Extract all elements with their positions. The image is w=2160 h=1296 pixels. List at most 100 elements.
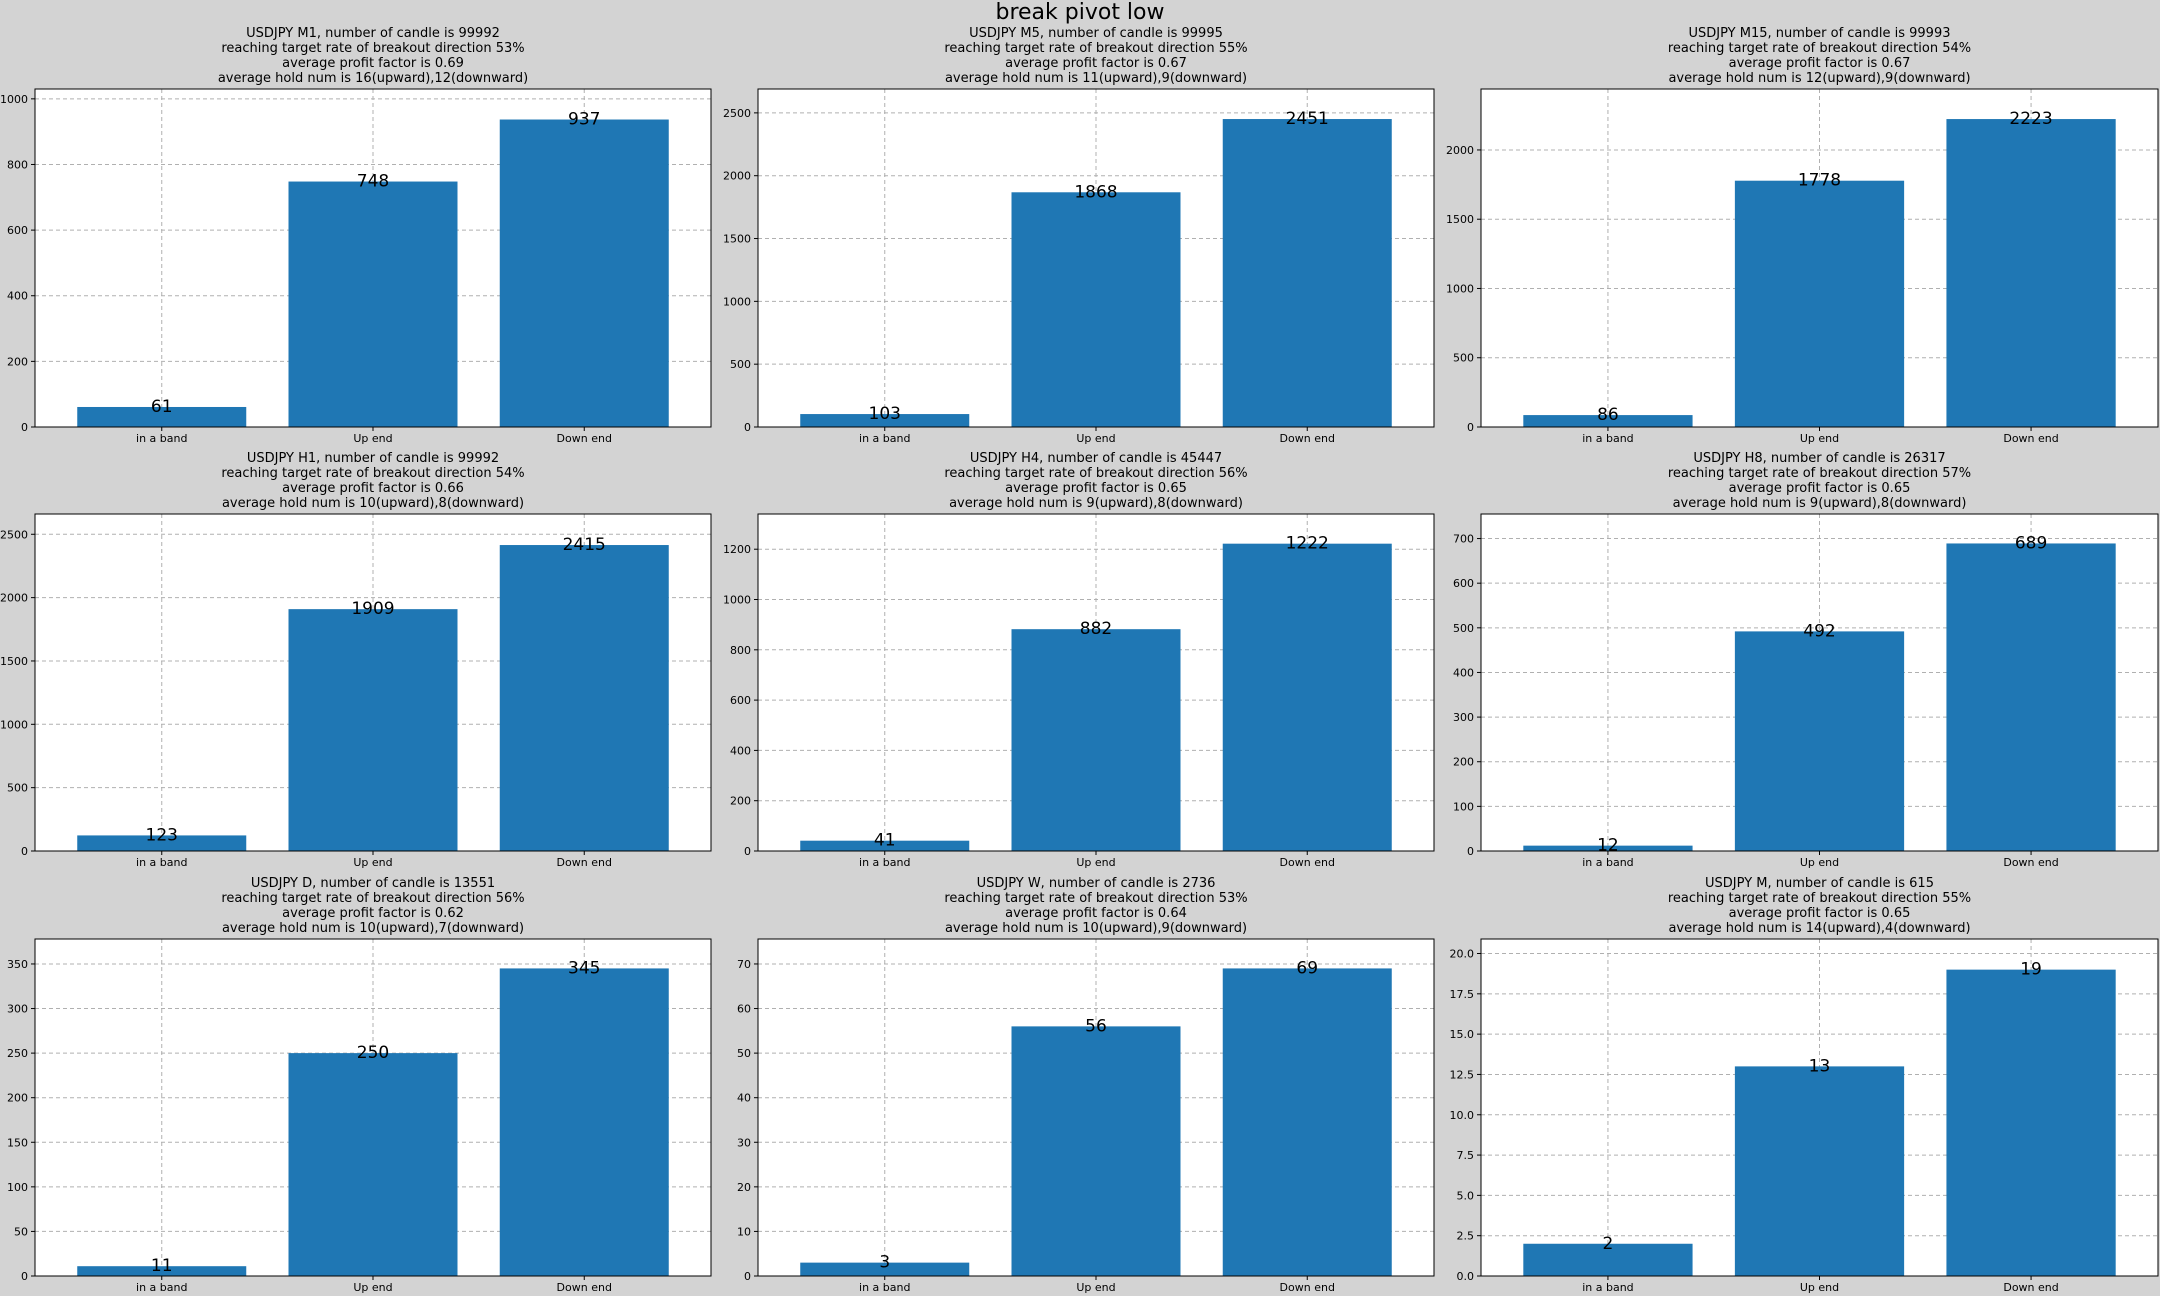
bar-up-end bbox=[1734, 1066, 1905, 1276]
chart-title-line: USDJPY M, number of candle is 615 bbox=[1705, 876, 1934, 891]
y-tick-label: 1200 bbox=[723, 543, 751, 556]
data-label: 2451 bbox=[1286, 109, 1329, 129]
y-tick-label: 0.0 bbox=[1457, 1270, 1475, 1283]
y-tick-label: 300 bbox=[7, 1003, 28, 1016]
chart-title-line: average profit factor is 0.65 bbox=[1729, 481, 1911, 496]
plot-frame bbox=[1480, 88, 2159, 428]
bar-chart-panel-5: USDJPY H4, number of candle is 45447reac… bbox=[723, 451, 1435, 869]
plot-frame bbox=[34, 938, 712, 1277]
x-tick-label: Up end bbox=[1800, 856, 1839, 869]
y-tick-label: 1000 bbox=[723, 295, 751, 308]
data-label: 1222 bbox=[1286, 534, 1329, 554]
y-tick-label: 17.5 bbox=[1450, 988, 1475, 1001]
data-label: 937 bbox=[568, 110, 600, 130]
data-label: 61 bbox=[151, 397, 173, 417]
y-tick-label: 1000 bbox=[0, 93, 28, 106]
chart-title-line: average hold num is 12(upward),9(downwar… bbox=[1668, 71, 1970, 86]
bar-up-end bbox=[1011, 1026, 1181, 1276]
bar-down-end bbox=[499, 968, 669, 1276]
y-tick-label: 1000 bbox=[723, 594, 751, 607]
bar-down-end bbox=[1946, 969, 2116, 1276]
y-tick-label: 2.5 bbox=[1457, 1230, 1475, 1243]
bar-up-end bbox=[1734, 631, 1905, 851]
bar-up-end bbox=[1734, 180, 1905, 427]
bar-in-a-band bbox=[77, 835, 247, 851]
y-tick-label: 15.0 bbox=[1450, 1028, 1475, 1041]
bar-chart-panel-2: USDJPY M5, number of candle is 99995reac… bbox=[723, 26, 1435, 445]
y-tick-label: 800 bbox=[7, 158, 28, 171]
bar-in-a-band bbox=[1523, 1243, 1693, 1276]
data-label: 2415 bbox=[563, 535, 606, 555]
plot-frame bbox=[34, 513, 712, 852]
y-tick-label: 1000 bbox=[0, 718, 28, 731]
x-tick-label: in a band bbox=[136, 856, 187, 869]
bar-down-end bbox=[1222, 968, 1392, 1276]
bar-in-a-band bbox=[1523, 415, 1693, 427]
chart-title-line: average hold num is 16(upward),12(downwa… bbox=[218, 71, 528, 86]
x-tick-label: Down end bbox=[1280, 856, 1335, 869]
x-tick-label: in a band bbox=[136, 1281, 187, 1294]
x-tick-label: Down end bbox=[557, 432, 612, 445]
data-label: 69 bbox=[1296, 958, 1318, 978]
bar-down-end bbox=[499, 119, 669, 428]
y-tick-label: 500 bbox=[7, 782, 28, 795]
chart-title-line: average profit factor is 0.65 bbox=[1005, 481, 1187, 496]
data-label: 13 bbox=[1809, 1056, 1831, 1076]
y-tick-label: 600 bbox=[730, 694, 751, 707]
data-label: 250 bbox=[357, 1043, 389, 1063]
chart-title-line: average hold num is 9(upward),8(downward… bbox=[1673, 496, 1967, 511]
y-tick-label: 100 bbox=[1453, 800, 1474, 813]
data-label: 86 bbox=[1597, 405, 1619, 425]
chart-title-line: average profit factor is 0.66 bbox=[282, 481, 464, 496]
bar-in-a-band bbox=[800, 414, 970, 427]
chart-title-line: average hold num is 14(upward),4(downwar… bbox=[1668, 921, 1970, 936]
plot-frame bbox=[1480, 938, 2159, 1277]
chart-title-line: average hold num is 10(upward),7(downwar… bbox=[222, 921, 524, 936]
chart-title-line: USDJPY W, number of candle is 2736 bbox=[977, 876, 1216, 891]
y-tick-label: 30 bbox=[737, 1136, 751, 1149]
x-tick-label: Up end bbox=[1076, 856, 1115, 869]
chart-title-line: average hold num is 9(upward),8(downward… bbox=[949, 496, 1243, 511]
chart-title-line: average profit factor is 0.67 bbox=[1005, 56, 1187, 71]
data-label: 11 bbox=[151, 1256, 173, 1276]
y-tick-label: 0 bbox=[744, 421, 751, 434]
y-tick-label: 700 bbox=[1453, 533, 1474, 546]
plot-frame bbox=[34, 88, 712, 428]
x-tick-label: Down end bbox=[2003, 856, 2058, 869]
y-tick-label: 40 bbox=[737, 1092, 751, 1105]
y-tick-label: 600 bbox=[1453, 577, 1474, 590]
chart-title-line: reaching target rate of breakout directi… bbox=[944, 41, 1247, 56]
data-label: 748 bbox=[357, 172, 389, 192]
y-tick-label: 500 bbox=[1453, 622, 1474, 635]
x-tick-label: in a band bbox=[859, 1281, 910, 1294]
x-tick-label: Down end bbox=[557, 1281, 612, 1294]
y-tick-label: 200 bbox=[7, 355, 28, 368]
chart-title-line: USDJPY M15, number of candle is 99993 bbox=[1688, 26, 1950, 41]
chart-title-line: USDJPY D, number of candle is 13551 bbox=[251, 876, 495, 891]
figure-title: break pivot low bbox=[995, 0, 1164, 25]
y-tick-label: 0 bbox=[1467, 845, 1474, 858]
x-tick-label: Down end bbox=[557, 856, 612, 869]
chart-title-line: USDJPY H4, number of candle is 45447 bbox=[970, 451, 1222, 466]
x-tick-label: in a band bbox=[859, 856, 910, 869]
data-label: 41 bbox=[874, 831, 896, 851]
data-label: 1778 bbox=[1798, 171, 1841, 191]
bar-chart-panel-4: USDJPY H1, number of candle is 99992reac… bbox=[0, 451, 712, 869]
bar-chart-panel-9: USDJPY M, number of candle is 615reachin… bbox=[1450, 876, 2159, 1294]
y-tick-label: 2000 bbox=[1446, 144, 1474, 157]
y-tick-label: 10 bbox=[737, 1225, 751, 1238]
x-tick-label: Down end bbox=[2003, 432, 2058, 445]
x-tick-label: Down end bbox=[1280, 1281, 1335, 1294]
y-tick-label: 2000 bbox=[0, 592, 28, 605]
x-tick-label: Up end bbox=[1076, 432, 1115, 445]
y-tick-label: 0 bbox=[744, 1270, 751, 1283]
data-label: 2223 bbox=[2009, 109, 2052, 129]
bar-up-end bbox=[288, 181, 458, 427]
y-tick-label: 50 bbox=[737, 1047, 751, 1060]
bar-down-end bbox=[1222, 119, 1392, 427]
bar-chart-panel-8: USDJPY W, number of candle is 2736reachi… bbox=[737, 876, 1435, 1294]
bar-in-a-band bbox=[77, 1266, 247, 1276]
y-tick-label: 20 bbox=[737, 1181, 751, 1194]
bar-chart-panel-1: USDJPY M1, number of candle is 99992reac… bbox=[0, 26, 712, 445]
y-tick-label: 600 bbox=[7, 224, 28, 237]
